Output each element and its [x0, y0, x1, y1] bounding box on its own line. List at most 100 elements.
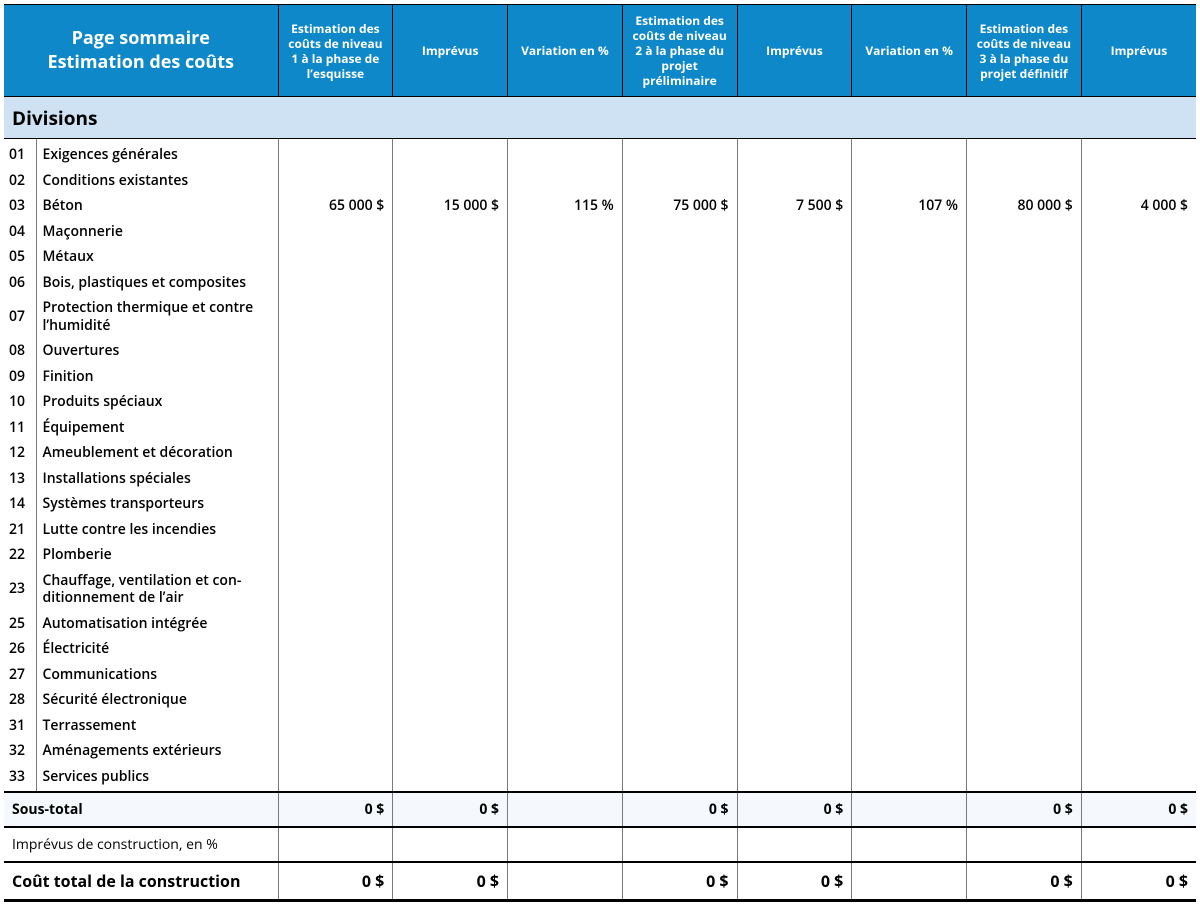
row-value	[737, 636, 852, 662]
table-row: 32Aménagements extérieurs	[4, 738, 1196, 764]
row-value	[508, 542, 623, 568]
table-row: 01Exigences générales	[4, 139, 1196, 168]
row-label: Automatisation intégrée	[36, 611, 278, 637]
row-value	[393, 440, 508, 466]
row-number: 31	[4, 713, 36, 739]
row-value	[967, 738, 1082, 764]
row-value	[278, 244, 393, 270]
row-number: 27	[4, 662, 36, 688]
row-value	[967, 662, 1082, 688]
row-number: 09	[4, 364, 36, 390]
row-value	[1081, 568, 1196, 611]
row-value	[737, 244, 852, 270]
row-number: 33	[4, 764, 36, 793]
row-value	[622, 364, 737, 390]
row-number: 25	[4, 611, 36, 637]
table-row: 10Produits spéciaux	[4, 389, 1196, 415]
contingency-value	[967, 827, 1082, 862]
subtotal-value: 0 $	[278, 792, 393, 827]
table-row: 21Lutte contre les incendies	[4, 517, 1196, 543]
row-value	[278, 738, 393, 764]
row-label: Protection thermique et con­tre l’humidi…	[36, 295, 278, 338]
row-number: 14	[4, 491, 36, 517]
table-row: 12Ameublement et décoration	[4, 440, 1196, 466]
row-label: Béton	[36, 193, 278, 219]
row-value	[278, 466, 393, 492]
row-value	[967, 491, 1082, 517]
row-value	[278, 338, 393, 364]
header-col-0: Estimation des coûts de niveau 1 à la ph…	[278, 5, 393, 97]
row-value	[737, 415, 852, 441]
row-value	[508, 364, 623, 390]
row-number: 08	[4, 338, 36, 364]
row-value	[278, 636, 393, 662]
row-number: 10	[4, 389, 36, 415]
total-value	[508, 862, 623, 899]
row-value	[967, 568, 1082, 611]
row-value	[508, 440, 623, 466]
row-label: Lutte contre les incendies	[36, 517, 278, 543]
row-value	[852, 139, 967, 168]
row-value	[1081, 139, 1196, 168]
row-label: Plomberie	[36, 542, 278, 568]
row-value	[852, 611, 967, 637]
row-value	[852, 244, 967, 270]
row-value	[1081, 636, 1196, 662]
row-value	[967, 687, 1082, 713]
row-value	[737, 542, 852, 568]
row-value	[967, 295, 1082, 338]
row-value	[393, 338, 508, 364]
row-value	[737, 611, 852, 637]
table-row: 22Plomberie	[4, 542, 1196, 568]
row-value	[852, 568, 967, 611]
row-value	[852, 389, 967, 415]
total-value: 0 $	[1081, 862, 1196, 899]
row-value	[622, 713, 737, 739]
row-value	[737, 764, 852, 793]
row-value	[508, 611, 623, 637]
row-value: 115 %	[508, 193, 623, 219]
row-value	[622, 338, 737, 364]
row-value	[622, 542, 737, 568]
row-value	[852, 713, 967, 739]
row-value	[1081, 517, 1196, 543]
header-col-6: Estimation des coûts de niveau 3 à la ph…	[967, 5, 1082, 97]
row-value	[852, 440, 967, 466]
header-col-1: Imprévus	[393, 5, 508, 97]
row-value	[278, 687, 393, 713]
row-value	[967, 338, 1082, 364]
row-value: 107 %	[852, 193, 967, 219]
header-col-5: Variation en %	[852, 5, 967, 97]
row-label: Terrassement	[36, 713, 278, 739]
row-value	[852, 636, 967, 662]
row-value	[278, 295, 393, 338]
total-value: 0 $	[622, 862, 737, 899]
row-value	[393, 687, 508, 713]
row-value	[1081, 270, 1196, 296]
row-value	[393, 466, 508, 492]
row-value	[393, 415, 508, 441]
row-value	[737, 687, 852, 713]
row-value	[1081, 364, 1196, 390]
row-value	[508, 168, 623, 194]
row-value	[622, 636, 737, 662]
row-value	[967, 764, 1082, 793]
row-value	[737, 440, 852, 466]
total-value: 0 $	[393, 862, 508, 899]
row-value	[393, 517, 508, 543]
row-value	[852, 364, 967, 390]
row-value	[622, 168, 737, 194]
row-value	[622, 687, 737, 713]
row-value	[737, 517, 852, 543]
table-row: 05Métaux	[4, 244, 1196, 270]
header-col-3: Estimation des coûts de niveau 2 à la ph…	[622, 5, 737, 97]
row-label: Exigences générales	[36, 139, 278, 168]
row-value	[508, 270, 623, 296]
row-value	[393, 244, 508, 270]
header-col-4: Imprévus	[737, 5, 852, 97]
row-value	[622, 219, 737, 245]
row-value	[393, 491, 508, 517]
row-value	[622, 389, 737, 415]
row-value	[278, 219, 393, 245]
row-value	[278, 568, 393, 611]
